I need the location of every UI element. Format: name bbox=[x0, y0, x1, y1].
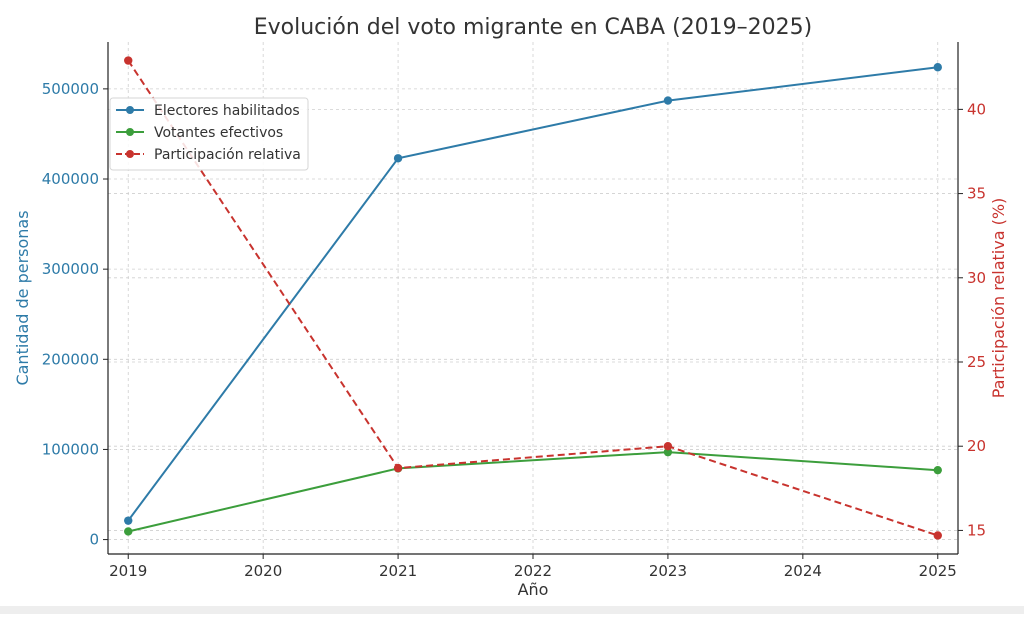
y-right-tick-label: 25 bbox=[967, 353, 986, 371]
y-left-tick-label: 400000 bbox=[42, 170, 99, 188]
series-line-2 bbox=[127, 451, 938, 533]
series-3-point bbox=[124, 56, 133, 65]
legend-label: Participación relativa bbox=[154, 147, 301, 163]
y-right-tick-label: 35 bbox=[967, 185, 986, 203]
series-1-point bbox=[933, 63, 942, 72]
series-2-point bbox=[933, 465, 942, 475]
y-left-tick-label: 0 bbox=[89, 531, 99, 549]
series-1-point bbox=[393, 154, 403, 163]
legend-label: Votantes efectivos bbox=[154, 125, 283, 141]
series-layer bbox=[124, 56, 942, 540]
y-right-tick-label: 15 bbox=[967, 521, 986, 539]
y-right-tick-label: 30 bbox=[967, 269, 986, 287]
y-left-axis-label: Cantidad de personas bbox=[13, 210, 32, 385]
series-3-point bbox=[663, 442, 673, 451]
y-right-tick-label: 20 bbox=[967, 437, 986, 455]
legend-box bbox=[109, 97, 309, 171]
legend-items: Electores habilitados Votantes efectivos P… bbox=[116, 103, 301, 163]
ticks-layer: 2019 2020 2021 2022 2023 2024 2025010000020000… bbox=[42, 80, 986, 580]
legend-swatch-marker bbox=[126, 106, 134, 114]
series-3-point bbox=[393, 463, 403, 473]
series-2-point bbox=[124, 527, 133, 536]
chart-title: Evolución del voto migrante en CABA (201… bbox=[254, 15, 813, 40]
y-left-tick-label: 100000 bbox=[42, 440, 99, 458]
legend-swatch-marker bbox=[126, 150, 134, 158]
series-3-point bbox=[933, 531, 942, 540]
series-line-1 bbox=[127, 66, 938, 522]
y-right-axis-label: Participación relativa (%) bbox=[989, 198, 1008, 399]
y-right-tick-label: 40 bbox=[967, 100, 986, 118]
x-tick-label: 2023 bbox=[649, 562, 687, 580]
legend-label: Electores habilitados bbox=[154, 103, 300, 119]
series-1-point bbox=[663, 96, 673, 105]
legend-swatch-marker bbox=[126, 128, 134, 136]
x-tick-label: 2021 bbox=[379, 562, 417, 580]
bottom-band bbox=[0, 606, 1024, 614]
y-left-tick-label: 300000 bbox=[42, 260, 99, 278]
series-2-point bbox=[663, 447, 673, 457]
x-tick-label: 2025 bbox=[919, 562, 957, 580]
x-axis-label: Año bbox=[518, 580, 549, 599]
series-line-3 bbox=[127, 59, 939, 537]
x-tick-label: 2022 bbox=[514, 562, 552, 580]
y-left-tick-label: 200000 bbox=[42, 350, 99, 368]
legend: Electores habilitados Votantes efectivos P… bbox=[109, 97, 309, 171]
x-tick-label: 2020 bbox=[244, 562, 282, 580]
series-1-point bbox=[124, 516, 133, 525]
y-left-tick-label: 500000 bbox=[42, 80, 99, 98]
x-tick-label: 2019 bbox=[109, 562, 147, 580]
x-tick-label: 2024 bbox=[784, 562, 822, 580]
